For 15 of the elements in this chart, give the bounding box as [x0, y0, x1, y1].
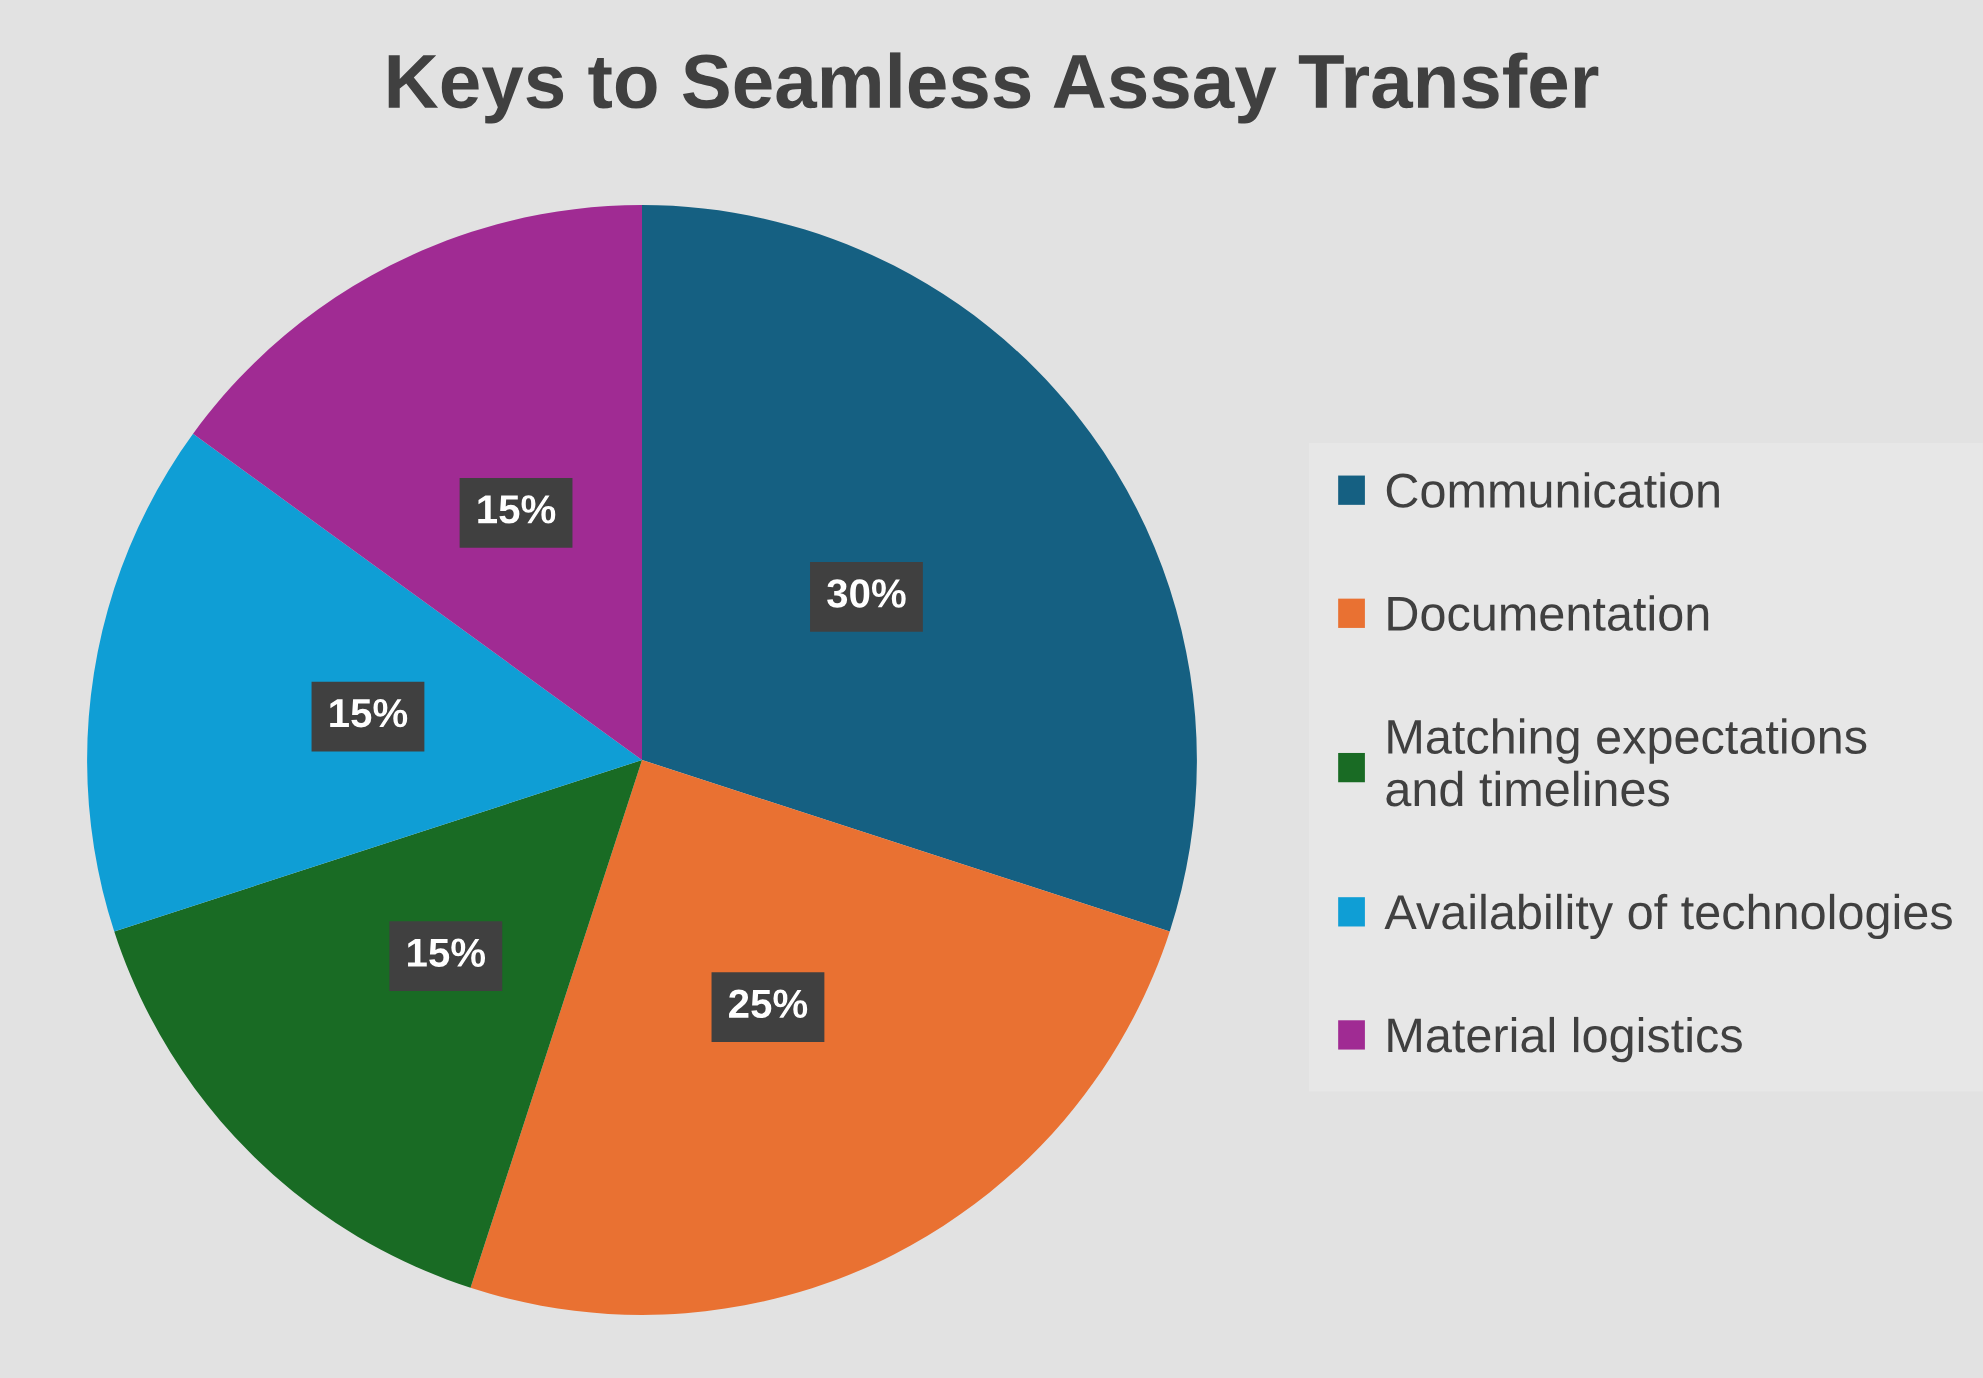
data-label: 25% — [729, 989, 808, 1019]
pie-slice — [642, 205, 1197, 932]
legend-label: Communication — [1386, 472, 1719, 508]
chart-title: Keys to Seamless Assay Transfer — [388, 52, 1599, 124]
pie-slice — [87, 433, 642, 932]
data-label: 30% — [827, 579, 906, 608]
pie-slice — [193, 205, 642, 760]
data-label: 15% — [330, 698, 408, 728]
legend-label: Matching expectations and timelines — [1386, 718, 1867, 807]
legend-label: Availability of technologies — [1384, 893, 1952, 940]
legend-label: Material logistics — [1388, 1016, 1742, 1063]
data-label: 15% — [408, 938, 486, 967]
pie-slice — [114, 760, 642, 1288]
legend-label: Documentation — [1388, 595, 1709, 631]
data-label: 15% — [478, 495, 556, 524]
